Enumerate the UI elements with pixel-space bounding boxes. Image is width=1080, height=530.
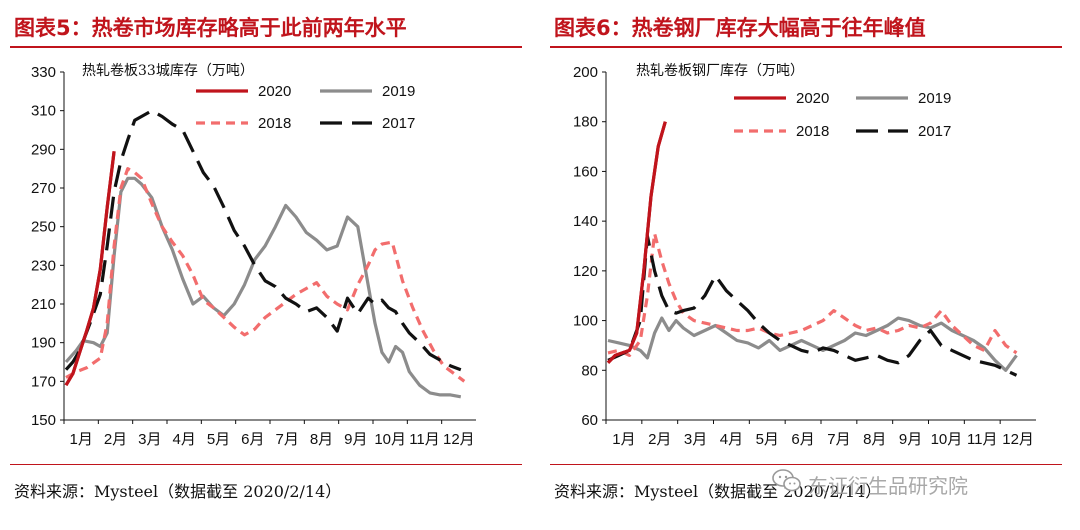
chart-title: 图表6：热卷钢厂库存大幅高于往年峰值 (554, 16, 926, 40)
chart-title: 图表5：热卷市场库存略高于此前两年水平 (14, 16, 407, 40)
x-tick-label: 1月 (69, 431, 92, 448)
chart-svg: 150 170 190 210 230 250 270 290 310 330 1月 2月 3月 4月 5月… (31, 63, 476, 448)
x-tick-label: 11月 (967, 431, 998, 448)
source-note: 资料来源：Mysteel（数据截至 2020/2/14） (14, 482, 342, 501)
y-tick-label: 80 (581, 362, 598, 379)
x-tick-label: 4月 (720, 431, 743, 448)
x-tick-label: 5月 (756, 431, 779, 448)
x-tick-label: 8月 (863, 431, 886, 448)
series-line-2020-top (606, 121, 667, 364)
x-tick-label: 12月 (1002, 431, 1034, 448)
y-tick-label: 200 (573, 64, 598, 81)
y-tick-label: 330 (31, 64, 56, 81)
legend-label-2018: 2018 (796, 123, 829, 140)
legend-label-2020: 2020 (796, 90, 829, 107)
unit-label: 热轧卷板钢厂库存（万吨） (636, 63, 804, 79)
chart-panel-right: 图表6：热卷钢厂库存大幅高于往年峰值 60 80 100 120 140 160 180 20… (540, 0, 1080, 530)
x-tick-label: 2月 (648, 431, 671, 448)
x-tick-label: 2月 (104, 431, 127, 448)
x-tick-label: 11月 (409, 431, 440, 448)
x-tick-label: 9月 (344, 431, 367, 448)
y-tick-label: 270 (31, 180, 56, 197)
y-tick-label: 150 (31, 412, 56, 429)
x-tick-label: 7月 (827, 431, 850, 448)
legend-label-2017: 2017 (918, 123, 951, 140)
x-tick-label: 6月 (791, 431, 814, 448)
series-line-2018 (607, 232, 1018, 357)
series-line-2018 (65, 167, 466, 383)
series-line-2017 (64, 109, 462, 372)
y-tick-label: 100 (573, 313, 598, 330)
x-tick-label: 3月 (138, 431, 161, 448)
x-tick-label: 10月 (374, 431, 406, 448)
series-line-2017 (607, 234, 1018, 377)
y-tick-label: 140 (573, 213, 598, 230)
title-rule (10, 46, 522, 48)
x-tick-label: 5月 (207, 431, 230, 448)
y-tick-label: 190 (31, 335, 56, 352)
chart-panel-left: 图表5：热卷市场库存略高于此前两年水平 150 170 190 210 230 250 27… (10, 16, 522, 501)
series-line-2019 (607, 316, 1018, 372)
legend-label-2018: 2018 (258, 115, 291, 132)
legend-label-2019: 2019 (382, 83, 415, 100)
watermark-text: 东证衍生品研究院 (808, 474, 968, 498)
unit-label: 热轧卷板33城库存（万吨） (82, 63, 254, 79)
source-rule (10, 464, 522, 465)
x-tick-label: 3月 (684, 431, 707, 448)
legend-label-2017: 2017 (382, 115, 415, 132)
x-tick-label: 4月 (172, 431, 195, 448)
x-tick-label: 7月 (275, 431, 298, 448)
y-tick-label: 230 (31, 257, 56, 274)
series-line-2020-top (64, 151, 116, 387)
x-tick-label: 1月 (612, 431, 635, 448)
y-tick-label: 310 (31, 103, 56, 120)
y-tick-label: 120 (573, 263, 598, 280)
y-tick-label: 210 (31, 296, 56, 313)
x-tick-label: 9月 (899, 431, 922, 448)
wechat-icon (772, 469, 801, 492)
chart-svg: 60 80 100 120 140 160 180 200 1月 2月 3月 4月 5月 6月 7月 8月 9月… (573, 63, 1036, 448)
series-line-2020 (64, 151, 116, 387)
y-tick-label: 170 (31, 373, 56, 390)
y-tick-label: 180 (573, 114, 598, 131)
x-tick-label: 6月 (241, 431, 264, 448)
x-tick-label: 8月 (310, 431, 333, 448)
y-tick-label: 60 (581, 412, 598, 429)
y-tick-label: 250 (31, 219, 56, 236)
legend-label-2019: 2019 (918, 90, 951, 107)
source-rule (550, 464, 1062, 465)
title-rule (550, 46, 1062, 48)
x-tick-label: 12月 (443, 431, 475, 448)
x-tick-label: 10月 (931, 431, 963, 448)
y-tick-label: 290 (31, 141, 56, 158)
series-line-2019 (64, 176, 462, 399)
y-tick-label: 160 (573, 163, 598, 180)
legend-label-2020: 2020 (258, 83, 291, 100)
